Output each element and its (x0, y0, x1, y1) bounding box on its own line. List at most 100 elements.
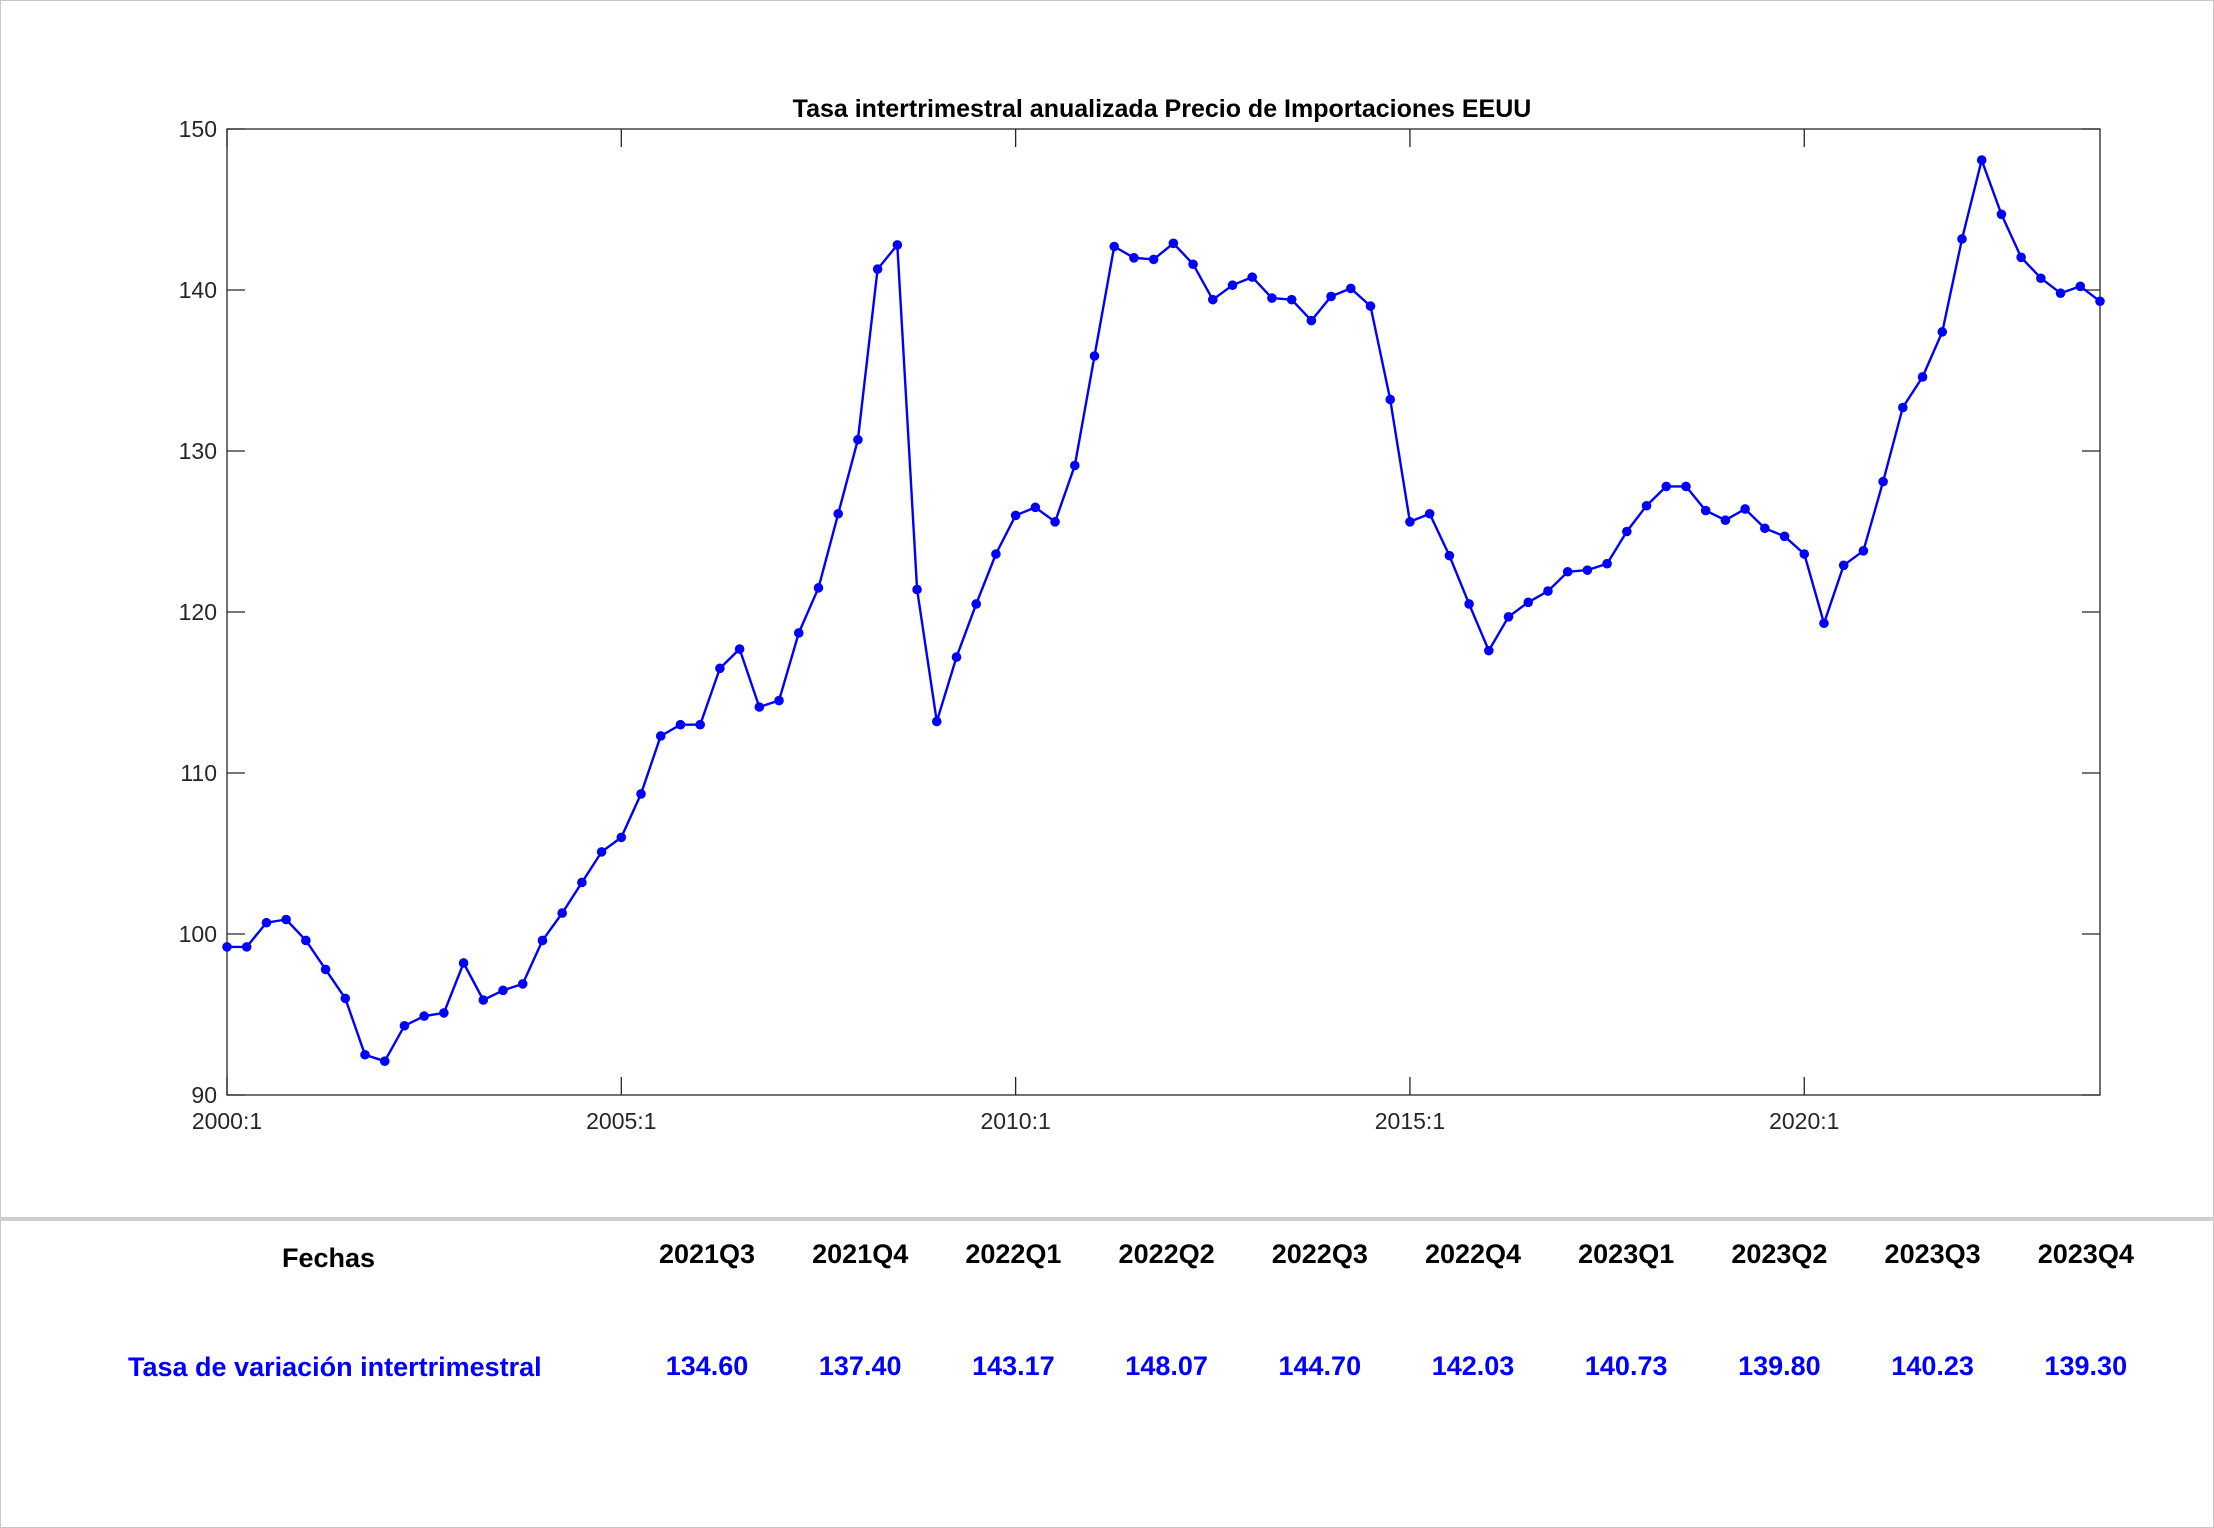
data-point (1247, 272, 1258, 282)
data-point (971, 599, 981, 609)
table-column-header: 2023Q4 (2037, 1239, 2134, 1269)
data-point (340, 993, 351, 1004)
data-point (1405, 517, 1415, 527)
data-point (1700, 505, 1711, 516)
table-value-cell: 139.30 (2044, 1351, 2128, 1381)
x-tick-label: 2010:1 (980, 1108, 1050, 1134)
line-chart: Tasa intertrimestral anualizada Precio d… (179, 95, 2105, 1134)
data-point (399, 1020, 410, 1031)
data-point (1878, 476, 1888, 487)
data-point (1326, 291, 1336, 302)
data-point (1622, 526, 1632, 537)
table-value-cell: 140.23 (1891, 1351, 1974, 1381)
table-column-header: 2023Q3 (1884, 1239, 1981, 1269)
table-header-label: Fechas (282, 1243, 376, 1273)
data-point (1898, 402, 1908, 413)
data-point (478, 995, 489, 1005)
data-point (1444, 550, 1455, 561)
table-column-header: 2023Q1 (1578, 1239, 1675, 1269)
data-point (695, 719, 705, 730)
data-point (872, 264, 883, 274)
data-point (1010, 510, 1021, 521)
data-point (1385, 394, 1396, 405)
y-tick-label: 120 (179, 599, 217, 625)
data-point (1227, 280, 1238, 290)
data-point (912, 584, 922, 595)
table-value-cell: 139.80 (1738, 1351, 1821, 1381)
data-point (1267, 293, 1277, 303)
data-point (1109, 241, 1120, 252)
table-column-header: 2021Q4 (812, 1239, 909, 1269)
data-point (991, 549, 1001, 559)
data-point (1838, 560, 1849, 571)
chart-title: Tasa intertrimestral anualizada Precio d… (793, 95, 1532, 123)
data-point (261, 917, 272, 928)
data-point (833, 508, 843, 519)
data-point (636, 789, 646, 799)
table-column-header: 2022Q2 (1118, 1239, 1215, 1269)
data-point (1030, 502, 1041, 513)
series-line (222, 155, 2105, 1066)
data-point (1365, 301, 1376, 311)
table-value-cell: 137.40 (818, 1351, 902, 1381)
data-point (1464, 599, 1474, 609)
data-point (1207, 294, 1218, 305)
data-point (1129, 252, 1139, 263)
data-point (301, 935, 311, 946)
data-point (1424, 508, 1435, 519)
data-point (1168, 238, 1179, 249)
table-column-header: 2022Q3 (1271, 1239, 1368, 1269)
data-point (616, 832, 627, 843)
table-value-cell: 134.60 (665, 1351, 749, 1381)
data-point (1937, 327, 1948, 337)
data-point (2055, 288, 2066, 299)
data-point (1819, 618, 1829, 629)
data-point (1188, 259, 1198, 270)
data-point (1917, 372, 1928, 382)
data-point (1069, 460, 1080, 471)
data-point (1484, 645, 1494, 656)
y-tick-label: 100 (179, 921, 217, 947)
data-point (596, 847, 607, 857)
data-point (892, 240, 903, 250)
y-tick-label: 140 (179, 277, 217, 303)
data-point (1661, 481, 1672, 492)
data-point (715, 663, 725, 674)
data-point (498, 985, 508, 996)
table-value-cell: 142.03 (1431, 1351, 1515, 1381)
x-tick-label: 2015:1 (1375, 1108, 1445, 1134)
y-tick-label: 110 (180, 760, 217, 786)
data-point (1306, 315, 1317, 326)
x-tick-label: 2005:1 (586, 1108, 656, 1134)
data-point (1641, 500, 1652, 511)
data-point (320, 964, 331, 975)
data-point (1740, 504, 1750, 514)
data-point (813, 583, 824, 593)
data-point (1779, 531, 1790, 542)
data-point (537, 935, 548, 946)
x-tick-label: 2000:1 (192, 1108, 262, 1134)
data-point (577, 877, 587, 888)
data-point (754, 702, 765, 712)
data-point (517, 979, 528, 989)
data-point (951, 652, 962, 662)
y-tick-label: 150 (179, 116, 217, 142)
data-point (793, 628, 804, 638)
data-point (1089, 351, 1100, 361)
data-point (1503, 612, 1514, 622)
data-point (1976, 155, 1987, 165)
data-point (1562, 566, 1573, 577)
chart-panel: Tasa intertrimestral anualizada Precio d… (0, 0, 2214, 1218)
table-column-header: 2022Q4 (1424, 1239, 1522, 1269)
data-point (2036, 273, 2046, 284)
data-point (1602, 558, 1612, 569)
data-point (1543, 586, 1553, 596)
data-point (241, 942, 252, 952)
data-point (557, 908, 567, 918)
data-point (2075, 281, 2086, 292)
data-point (379, 1056, 390, 1066)
plot-area (226, 128, 2101, 1096)
data-point (2095, 296, 2105, 307)
data-point (1523, 597, 1534, 608)
data-point (675, 719, 686, 730)
